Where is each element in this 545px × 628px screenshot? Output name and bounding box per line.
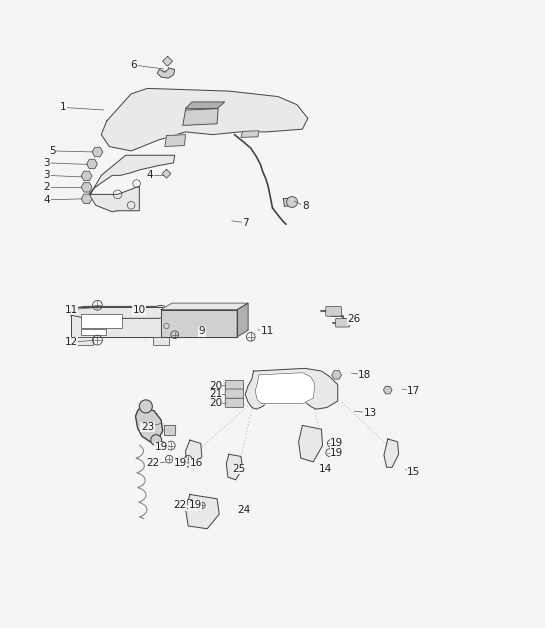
Text: 19: 19: [330, 438, 343, 448]
Polygon shape: [255, 372, 315, 404]
Text: 19: 19: [189, 501, 202, 511]
Text: 22: 22: [173, 501, 187, 511]
Text: 1: 1: [60, 102, 66, 112]
Text: 21: 21: [209, 389, 222, 399]
Text: 25: 25: [232, 464, 245, 474]
Polygon shape: [92, 148, 103, 157]
Polygon shape: [165, 134, 185, 146]
Polygon shape: [163, 57, 172, 66]
Text: 11: 11: [65, 305, 78, 315]
Text: 4: 4: [147, 170, 154, 180]
Text: 14: 14: [319, 464, 332, 474]
Polygon shape: [136, 406, 163, 441]
Polygon shape: [185, 494, 219, 529]
Polygon shape: [384, 439, 398, 467]
Text: 20: 20: [209, 381, 222, 391]
Polygon shape: [89, 155, 174, 195]
Polygon shape: [81, 194, 92, 203]
Text: 19: 19: [330, 448, 343, 458]
Polygon shape: [87, 160, 98, 169]
Text: 6: 6: [131, 60, 137, 70]
Circle shape: [140, 400, 153, 413]
Polygon shape: [70, 305, 173, 318]
FancyBboxPatch shape: [225, 381, 244, 389]
Polygon shape: [81, 183, 92, 192]
Text: 26: 26: [347, 315, 361, 325]
Text: 17: 17: [407, 386, 420, 396]
Polygon shape: [81, 171, 92, 181]
Text: 11: 11: [261, 327, 274, 337]
Text: 10: 10: [133, 305, 146, 315]
Text: 9: 9: [198, 327, 205, 337]
Polygon shape: [185, 440, 202, 469]
Polygon shape: [161, 310, 237, 337]
Text: 23: 23: [141, 422, 154, 432]
Text: 15: 15: [407, 467, 420, 477]
Text: 22: 22: [146, 458, 160, 468]
Text: 2: 2: [44, 182, 50, 192]
Text: 19: 19: [173, 458, 187, 468]
FancyBboxPatch shape: [326, 306, 342, 316]
Polygon shape: [332, 371, 342, 379]
Polygon shape: [383, 386, 392, 394]
Polygon shape: [185, 102, 225, 109]
Bar: [153, 337, 169, 345]
Text: 20: 20: [209, 398, 222, 408]
FancyBboxPatch shape: [225, 398, 244, 408]
Text: 18: 18: [358, 370, 372, 380]
Polygon shape: [283, 198, 295, 207]
Bar: [81, 314, 122, 328]
Text: 3: 3: [44, 158, 50, 168]
Polygon shape: [226, 454, 243, 480]
Polygon shape: [89, 187, 140, 212]
Polygon shape: [164, 425, 174, 435]
Text: 24: 24: [238, 505, 251, 515]
Polygon shape: [71, 308, 174, 337]
Polygon shape: [161, 303, 248, 310]
Polygon shape: [162, 170, 171, 178]
Polygon shape: [237, 303, 248, 337]
Circle shape: [151, 435, 162, 445]
Polygon shape: [299, 425, 323, 462]
FancyBboxPatch shape: [336, 318, 350, 327]
Text: 13: 13: [364, 408, 377, 418]
Polygon shape: [183, 109, 218, 126]
Text: 4: 4: [44, 195, 50, 205]
Polygon shape: [245, 369, 338, 409]
Polygon shape: [158, 68, 174, 78]
Bar: [81, 329, 106, 335]
Polygon shape: [101, 89, 308, 151]
Text: 5: 5: [49, 146, 56, 156]
Text: 12: 12: [65, 337, 78, 347]
Text: 8: 8: [302, 202, 308, 212]
FancyBboxPatch shape: [225, 389, 244, 398]
Polygon shape: [241, 131, 259, 138]
Text: 3: 3: [44, 170, 50, 180]
Text: 7: 7: [242, 218, 249, 228]
Circle shape: [287, 197, 298, 207]
Text: 16: 16: [190, 458, 203, 468]
Bar: [77, 337, 93, 345]
Text: 19: 19: [154, 442, 168, 452]
